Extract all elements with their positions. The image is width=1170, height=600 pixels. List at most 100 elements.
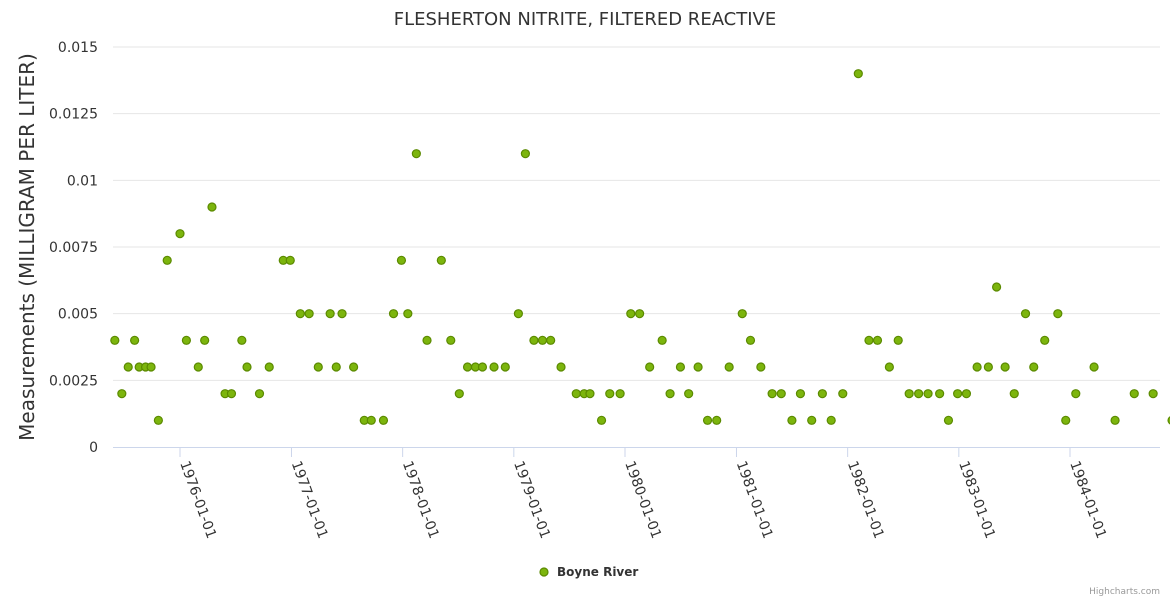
data-point[interactable] — [1040, 335, 1050, 345]
data-point[interactable] — [1089, 362, 1099, 372]
data-point[interactable] — [935, 389, 945, 399]
data-point[interactable] — [411, 149, 421, 159]
data-point[interactable] — [787, 415, 797, 425]
data-point[interactable] — [585, 389, 595, 399]
data-point[interactable] — [571, 389, 581, 399]
data-point[interactable] — [675, 362, 686, 372]
data-point[interactable] — [304, 309, 314, 319]
data-point[interactable] — [1000, 362, 1010, 372]
data-point[interactable] — [737, 309, 747, 319]
data-point[interactable] — [904, 389, 914, 399]
data-point[interactable] — [795, 389, 806, 399]
data-point[interactable] — [923, 389, 933, 399]
data-point[interactable] — [972, 362, 982, 372]
credits-link[interactable]: Highcharts.com — [1089, 587, 1160, 597]
data-point[interactable] — [1148, 389, 1158, 399]
data-point[interactable] — [724, 362, 734, 372]
data-point[interactable] — [745, 335, 756, 345]
data-point[interactable] — [537, 335, 548, 345]
data-point[interactable] — [207, 202, 217, 212]
data-point[interactable] — [181, 335, 191, 345]
data-point[interactable] — [396, 255, 407, 265]
data-point[interactable] — [657, 335, 667, 345]
data-point[interactable] — [162, 255, 172, 265]
data-point[interactable] — [702, 415, 713, 425]
data-point[interactable] — [1061, 415, 1071, 425]
data-point[interactable] — [349, 362, 359, 372]
data-point[interactable] — [961, 389, 972, 399]
data-point[interactable] — [991, 282, 1002, 292]
data-point[interactable] — [943, 415, 954, 425]
data-point[interactable] — [767, 389, 777, 399]
data-point[interactable] — [645, 362, 655, 372]
data-point[interactable] — [242, 362, 252, 372]
data-point[interactable] — [635, 309, 645, 319]
data-point[interactable] — [1071, 389, 1081, 399]
data-point[interactable] — [513, 309, 523, 319]
data-point[interactable] — [237, 335, 247, 345]
data-point[interactable] — [864, 335, 874, 345]
data-point[interactable] — [313, 362, 323, 372]
data-point[interactable] — [1029, 362, 1039, 372]
data-point[interactable] — [117, 389, 127, 399]
data-point[interactable] — [893, 335, 903, 345]
data-point[interactable] — [605, 389, 615, 399]
data-point[interactable] — [500, 362, 510, 372]
data-point[interactable] — [826, 415, 836, 425]
data-point[interactable] — [446, 335, 456, 345]
data-point[interactable] — [884, 362, 894, 372]
data-point[interactable] — [489, 362, 499, 372]
series-boyne-river[interactable] — [110, 69, 1170, 425]
data-point[interactable] — [1129, 389, 1139, 399]
data-point[interactable] — [838, 389, 848, 399]
data-point[interactable] — [529, 335, 539, 345]
data-point[interactable] — [756, 362, 766, 372]
data-point[interactable] — [983, 362, 993, 372]
data-point[interactable] — [556, 362, 566, 372]
data-point[interactable] — [264, 362, 274, 372]
data-point[interactable] — [1009, 389, 1019, 399]
data-point[interactable] — [295, 309, 305, 319]
data-point[interactable] — [226, 389, 237, 399]
data-point[interactable] — [325, 309, 335, 319]
data-point[interactable] — [200, 335, 210, 345]
data-point[interactable] — [817, 389, 827, 399]
data-point[interactable] — [146, 362, 156, 372]
data-point[interactable] — [403, 309, 413, 319]
data-point[interactable] — [872, 335, 883, 345]
data-point[interactable] — [175, 229, 185, 239]
data-point[interactable] — [436, 255, 446, 265]
data-point[interactable] — [712, 415, 722, 425]
legend[interactable]: Boyne River — [539, 565, 638, 579]
data-point[interactable] — [953, 389, 963, 399]
data-point[interactable] — [193, 362, 203, 372]
data-point[interactable] — [130, 335, 140, 345]
data-point[interactable] — [1053, 309, 1063, 319]
data-point[interactable] — [626, 309, 636, 319]
data-point[interactable] — [807, 415, 817, 425]
data-point[interactable] — [422, 335, 432, 345]
data-point[interactable] — [1110, 415, 1120, 425]
data-point[interactable] — [596, 415, 607, 425]
data-point[interactable] — [254, 389, 265, 399]
data-point[interactable] — [477, 362, 488, 372]
legend-item-boyne-river[interactable]: Boyne River — [557, 565, 638, 579]
data-point[interactable] — [378, 415, 389, 425]
legend-symbol[interactable] — [539, 567, 549, 577]
data-point[interactable] — [615, 389, 625, 399]
data-point[interactable] — [1020, 309, 1031, 319]
data-point[interactable] — [285, 255, 295, 265]
data-point[interactable] — [684, 389, 694, 399]
data-point[interactable] — [520, 149, 531, 159]
data-point[interactable] — [546, 335, 556, 345]
data-point[interactable] — [776, 389, 786, 399]
data-point[interactable] — [693, 362, 703, 372]
data-point[interactable] — [462, 362, 473, 372]
data-point[interactable] — [388, 309, 399, 319]
data-point[interactable] — [853, 69, 863, 79]
data-point[interactable] — [331, 362, 341, 372]
data-point[interactable] — [123, 362, 133, 372]
data-point[interactable] — [914, 389, 924, 399]
data-point[interactable] — [110, 335, 120, 345]
data-point[interactable] — [366, 415, 376, 425]
